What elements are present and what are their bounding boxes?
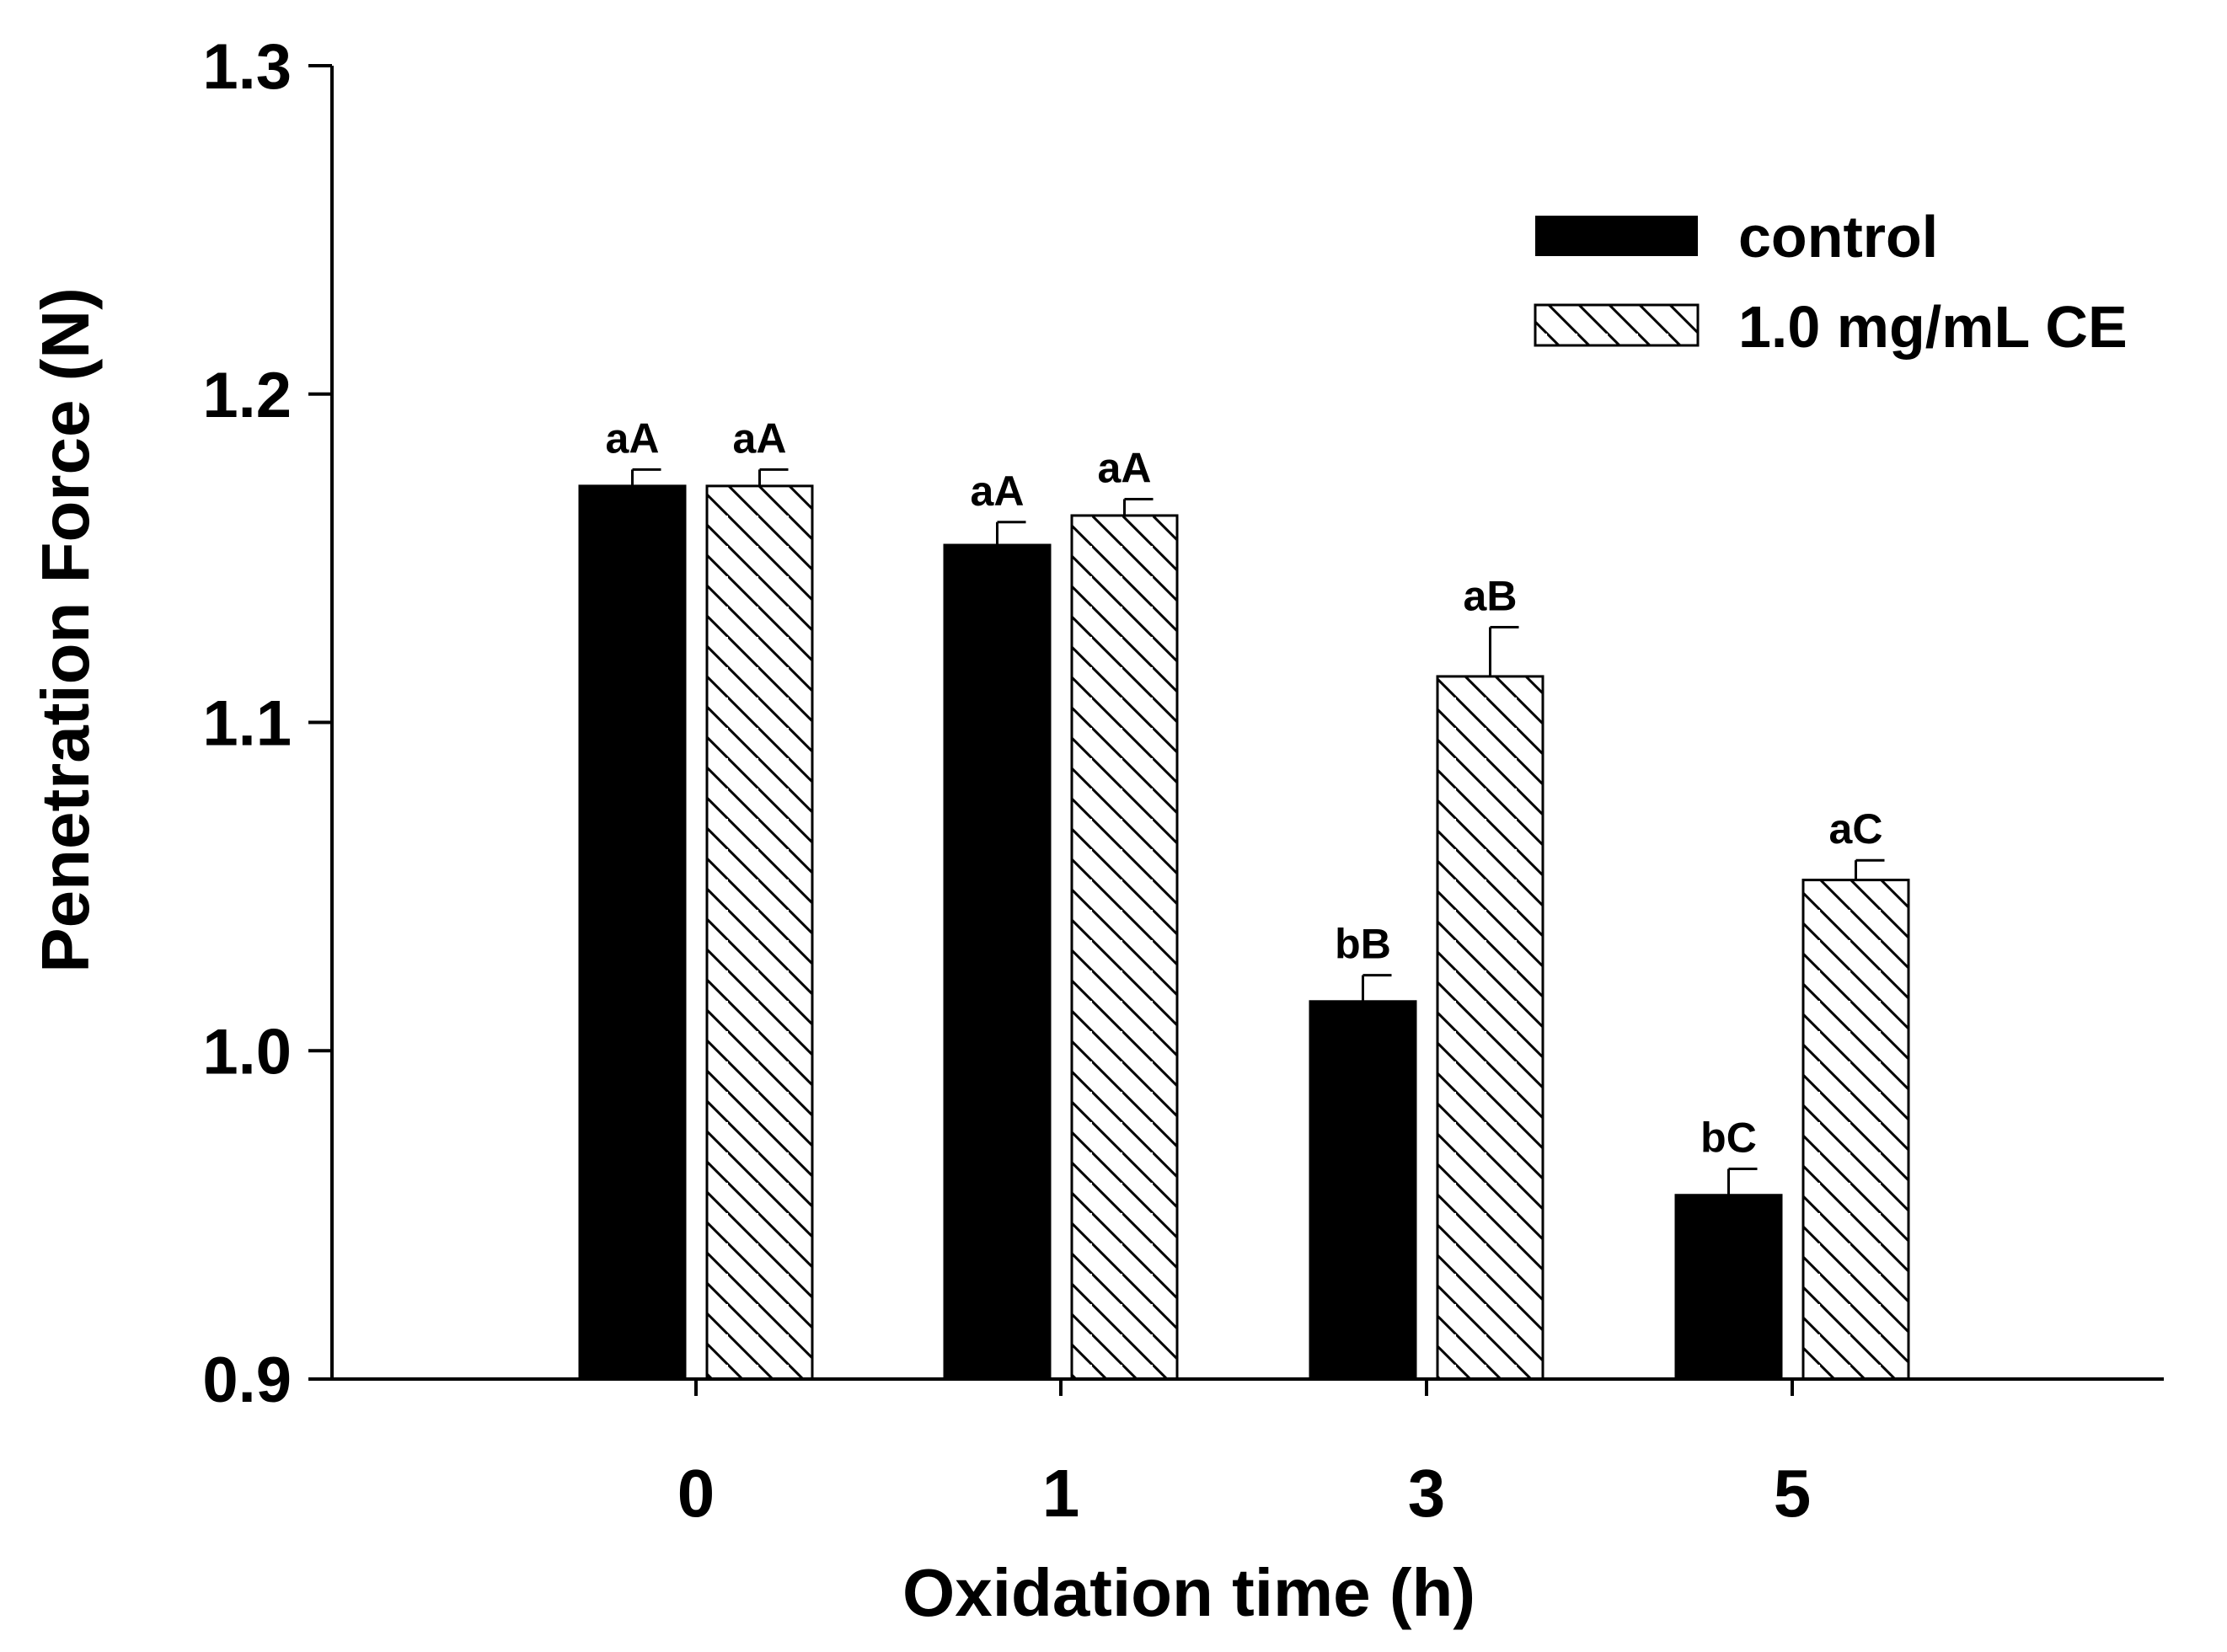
y-axis-label: Penetration Force (N) [28, 287, 103, 972]
bar-control [1309, 1000, 1417, 1381]
x-tick-label: 5 [1774, 1456, 1812, 1531]
bar-ce [1801, 879, 1910, 1381]
bar-ce [1070, 514, 1179, 1381]
data-label: aA [606, 414, 660, 462]
y-tick-label: 1.3 [202, 31, 292, 103]
legend-label-control: control [1738, 204, 1938, 270]
data-label: aB [1464, 572, 1518, 619]
data-label: aA [733, 414, 787, 462]
plot-area: aA aA bB bC aA aA aB aC [578, 414, 1910, 1381]
legend: control 1.0 mg/mL CE [1534, 204, 2128, 360]
y-tick-label: 1.2 [202, 360, 292, 431]
x-ticks: 0 1 3 5 [677, 1379, 1812, 1531]
legend-swatch-ce [1534, 303, 1700, 347]
data-label: aC [1829, 805, 1883, 853]
x-axis-label: Oxidation time (h) [902, 1555, 1475, 1630]
bar-control [1674, 1194, 1783, 1381]
bar-ce [705, 484, 814, 1381]
data-label: aA [1098, 444, 1152, 491]
y-ticks: 0.9 1.0 1.1 1.2 1.3 [202, 31, 332, 1416]
y-tick-label: 0.9 [202, 1345, 292, 1416]
legend-label-ce: 1.0 mg/mL CE [1738, 294, 2128, 360]
data-label: bC [1700, 1115, 1757, 1162]
bar-ce [1436, 675, 1544, 1381]
y-tick-label: 1.1 [202, 688, 292, 760]
data-label: aA [971, 468, 1025, 515]
x-tick-label: 0 [677, 1456, 715, 1531]
data-label: bB [1335, 921, 1391, 968]
x-tick-label: 1 [1042, 1456, 1080, 1531]
bar-control [943, 543, 1052, 1381]
y-tick-label: 1.0 [202, 1016, 292, 1088]
bar-control [578, 484, 687, 1381]
legend-swatch-control [1535, 216, 1698, 256]
x-tick-label: 3 [1408, 1456, 1446, 1531]
